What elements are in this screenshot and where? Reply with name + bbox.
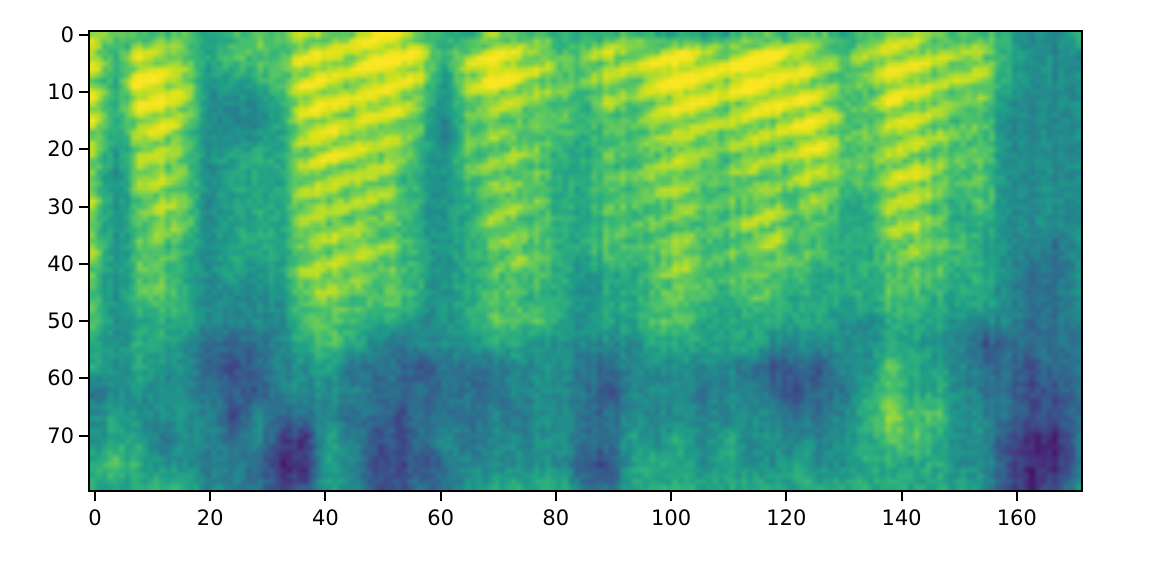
x-tick-label: 80 bbox=[542, 506, 570, 530]
plot-area bbox=[88, 30, 1083, 492]
x-tick-label: 60 bbox=[427, 506, 454, 530]
y-tick-label: 20 bbox=[47, 137, 74, 162]
x-tick-label: 20 bbox=[196, 506, 224, 530]
x-tick-mark bbox=[554, 492, 557, 501]
y-tick-label: 0 bbox=[60, 22, 74, 47]
y-tick-mark bbox=[79, 33, 88, 36]
y-tick-label: 60 bbox=[47, 366, 74, 391]
x-tick-label: 100 bbox=[650, 506, 692, 530]
x-tick-mark bbox=[324, 492, 327, 501]
y-tick-label: 40 bbox=[47, 251, 74, 276]
x-tick-mark bbox=[785, 492, 788, 501]
y-tick-label: 30 bbox=[47, 194, 74, 219]
y-tick-mark bbox=[79, 91, 88, 94]
x-tick-mark bbox=[900, 492, 903, 501]
x-tick-mark bbox=[670, 492, 673, 501]
x-tick-label: 160 bbox=[996, 506, 1037, 530]
y-tick-mark bbox=[79, 262, 88, 265]
x-tick-mark bbox=[209, 492, 212, 501]
y-tick-mark bbox=[79, 320, 88, 323]
y-tick-mark bbox=[79, 377, 88, 380]
x-tick-label: 40 bbox=[311, 506, 339, 530]
x-tick-label: 120 bbox=[766, 506, 807, 530]
x-tick-mark bbox=[1015, 492, 1018, 501]
y-tick-label: 70 bbox=[47, 423, 74, 448]
y-tick-mark bbox=[79, 434, 88, 437]
x-tick-mark bbox=[93, 492, 96, 501]
y-tick-mark bbox=[79, 148, 88, 151]
spectrogram-canvas bbox=[90, 32, 1081, 490]
y-tick-label: 50 bbox=[47, 309, 74, 334]
x-tick-label: 140 bbox=[881, 506, 922, 530]
y-tick-mark bbox=[79, 205, 88, 208]
y-tick-label: 10 bbox=[47, 80, 74, 105]
x-tick-label: 0 bbox=[88, 506, 102, 530]
x-tick-mark bbox=[439, 492, 442, 501]
